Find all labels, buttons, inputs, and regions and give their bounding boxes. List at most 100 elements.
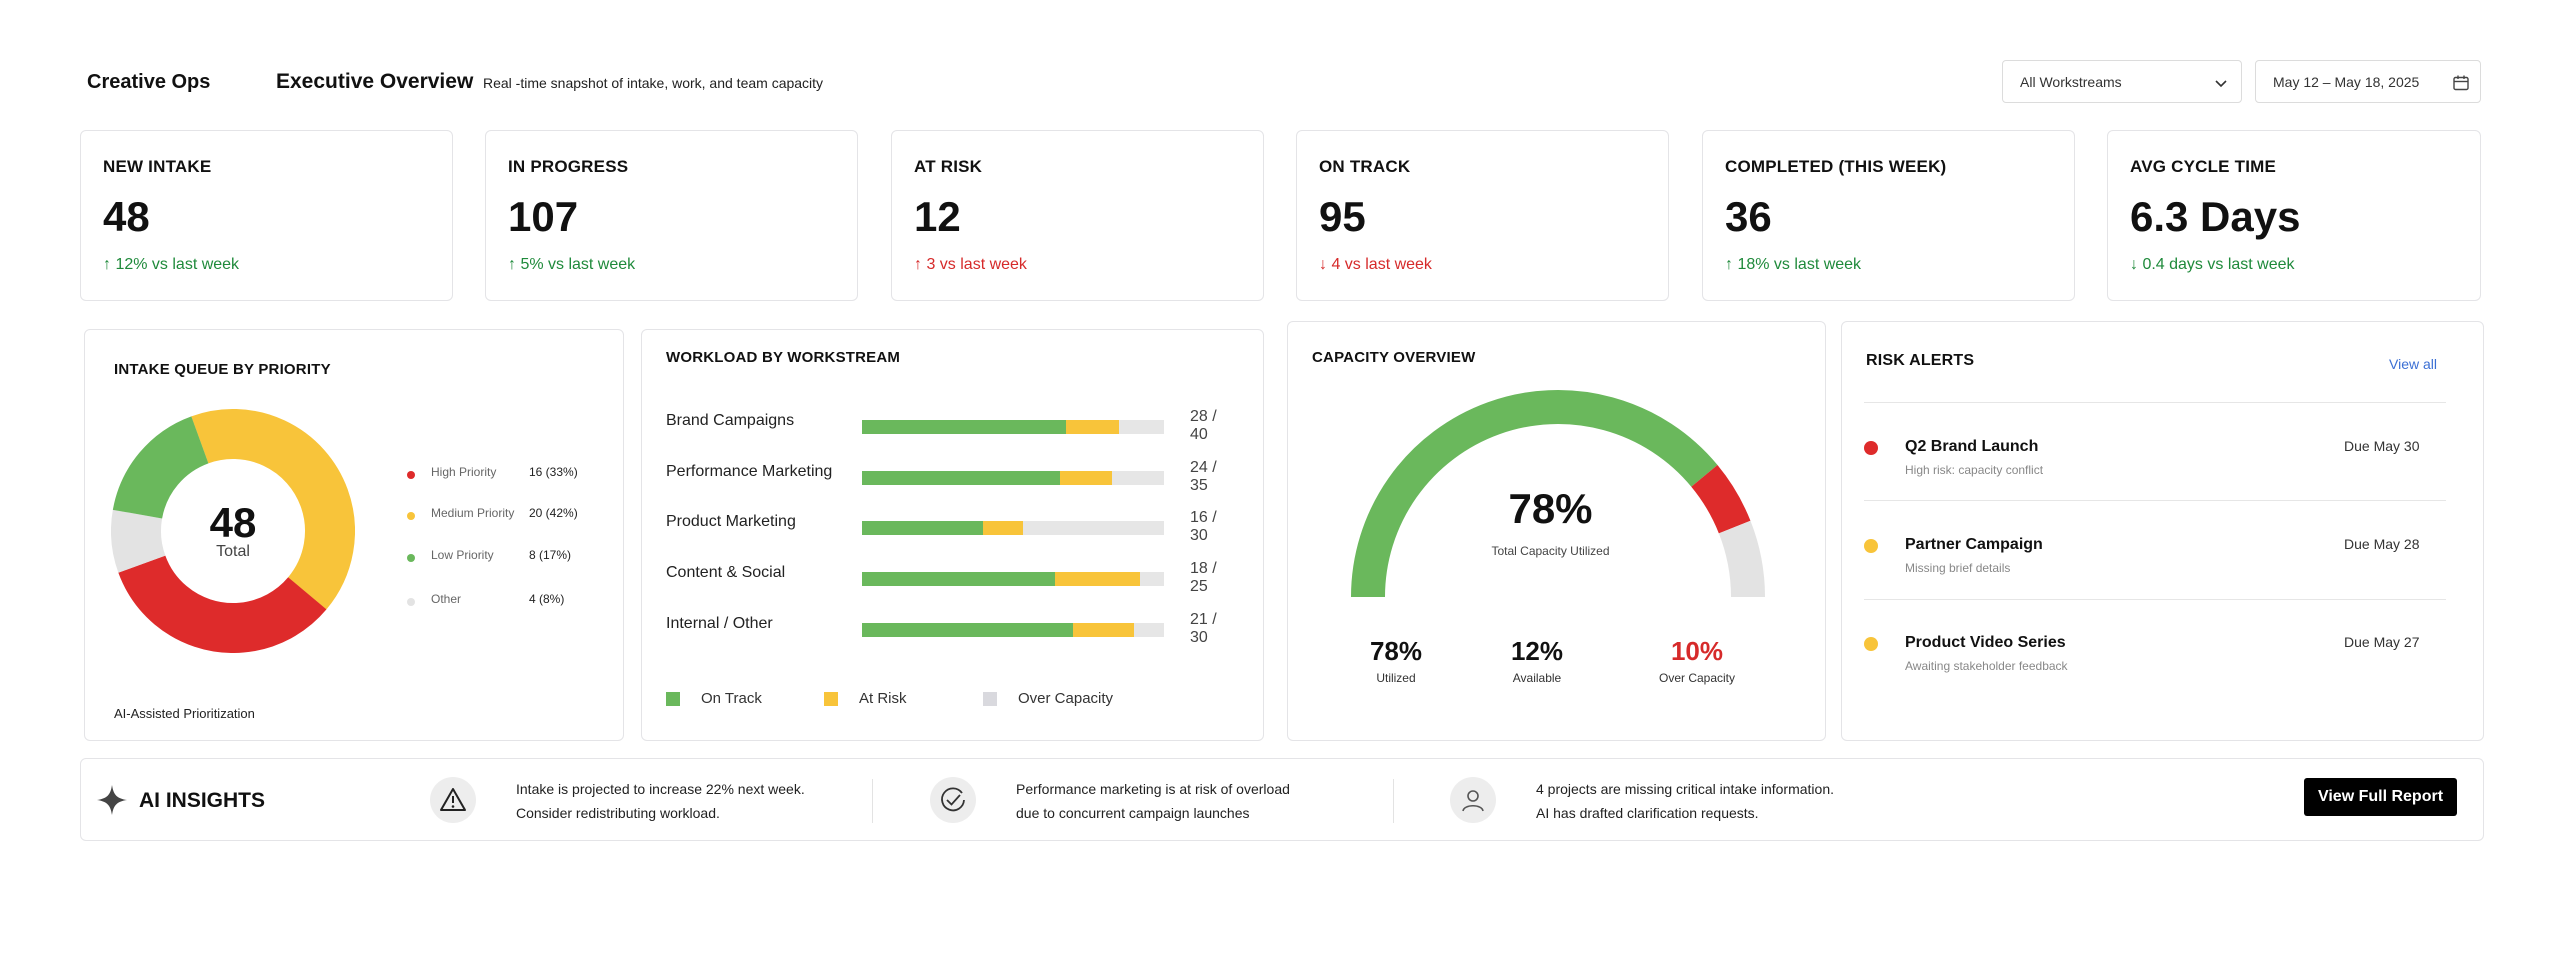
kpi-delta: ↑ 3 vs last week bbox=[914, 256, 1027, 273]
legend-over-capacity: Over Capacity bbox=[983, 690, 1143, 710]
sparkle-icon bbox=[97, 785, 127, 815]
divider bbox=[872, 779, 873, 823]
workload-row-count: 16 / 30 bbox=[1190, 509, 1217, 544]
kpi-card-avg-cycle-time[interactable]: AVG CYCLE TIME 6.3 Days ↓ 0.4 days vs la… bbox=[2107, 130, 2481, 301]
yellow-swatch-icon bbox=[824, 692, 838, 706]
workload-row: Brand Campaigns 28 / 40 bbox=[666, 408, 1236, 443]
workload-title: WORKLOAD BY WORKSTREAM bbox=[666, 349, 901, 366]
workload-row-label: Performance Marketing bbox=[666, 463, 833, 480]
divider bbox=[1864, 500, 2446, 501]
workload-row: Internal / Other 21 / 30 bbox=[666, 611, 1236, 646]
green-dot-icon bbox=[407, 554, 415, 562]
workload-bar-at-risk bbox=[982, 521, 1024, 535]
donut-slice-low-priority bbox=[111, 409, 355, 653]
intake-donut-chart bbox=[111, 409, 355, 653]
stat-label: Available bbox=[1512, 671, 1562, 685]
kpi-value: 48 bbox=[103, 193, 150, 240]
intake-queue-card: INTAKE QUEUE BY PRIORITY 48 Total High P… bbox=[84, 329, 624, 741]
kpi-delta: ↓ 0.4 days vs last week bbox=[2130, 256, 2295, 273]
yellow-dot-icon bbox=[407, 512, 415, 520]
kpi-title: AT RISK bbox=[914, 157, 983, 176]
ai-insight-text: Intake is projected to increase 22% next… bbox=[516, 777, 856, 825]
divider bbox=[1864, 402, 2446, 403]
workload-row-count: 24 / 35 bbox=[1190, 459, 1217, 494]
check-circle-icon bbox=[930, 777, 976, 823]
workload-row-count: 21 / 30 bbox=[1190, 611, 1217, 646]
kpi-delta: ↓ 4 vs last week bbox=[1319, 256, 1432, 273]
legend-value: 4 (8%) bbox=[529, 592, 565, 606]
legend-value: 20 (42%) bbox=[529, 506, 578, 520]
yellow-dot-icon bbox=[1864, 539, 1878, 553]
kpi-delta: ↑ 18% vs last week bbox=[1725, 256, 1862, 273]
calendar-icon bbox=[2453, 75, 2469, 91]
stat-value: 12% bbox=[1510, 636, 1564, 666]
kpi-card-at-risk[interactable]: AT RISK 12 ↑ 3 vs last week bbox=[891, 130, 1264, 301]
ai-insight-line: due to concurrent campaign launches bbox=[1016, 805, 1250, 821]
risk-alert-due: Due May 30 bbox=[2344, 438, 2420, 454]
risk-alert-name: Q2 Brand Launch bbox=[1905, 438, 2039, 455]
donut-slice-high-priority bbox=[111, 409, 355, 653]
page-title: Executive Overview bbox=[276, 70, 474, 93]
kpi-delta: ↑ 5% vs last week bbox=[508, 256, 636, 273]
workload-row-label: Product Marketing bbox=[666, 513, 796, 530]
risk-alert-item[interactable]: Product Video Series Awaiting stakeholde… bbox=[1864, 624, 2444, 714]
risk-alert-detail: Missing brief details bbox=[1905, 561, 2011, 575]
kpi-card-new-intake[interactable]: NEW INTAKE 48 ↑ 12% vs last week bbox=[80, 130, 453, 301]
workstream-select-value: All Workstreams bbox=[2020, 74, 2122, 90]
ai-insight-line: Consider redistributing workload. bbox=[516, 805, 720, 821]
green-swatch-icon bbox=[666, 692, 680, 706]
date-range-picker[interactable]: May 12 – May 18, 2025 bbox=[2255, 60, 2481, 103]
gauge-value: 78% bbox=[1508, 485, 1593, 532]
workload-bar-on-track bbox=[862, 521, 983, 535]
legend-label: Medium Priority bbox=[431, 506, 515, 520]
kpi-title: IN PROGRESS bbox=[508, 157, 629, 176]
gauge-label: Total Capacity Utilized bbox=[1491, 544, 1610, 558]
kpi-title: ON TRACK bbox=[1319, 157, 1411, 176]
workstream-select[interactable]: All Workstreams bbox=[2002, 60, 2242, 103]
workload-row-label: Content & Social bbox=[666, 564, 786, 581]
gauge-arc-utilized bbox=[1351, 390, 1718, 598]
ai-insight-item: 4 projects are missing critical intake i… bbox=[1450, 773, 1910, 833]
view-full-report-button[interactable]: View Full Report bbox=[2304, 778, 2457, 816]
kpi-card-in-progress[interactable]: IN PROGRESS 107 ↑ 5% vs last week bbox=[485, 130, 858, 301]
risk-alert-item[interactable]: Q2 Brand Launch High risk: capacity conf… bbox=[1864, 428, 2444, 518]
risk-alert-item[interactable]: Partner Campaign Missing brief details D… bbox=[1864, 526, 2444, 616]
ai-insight-text: Performance marketing is at risk of over… bbox=[1016, 777, 1356, 825]
red-dot-icon bbox=[407, 471, 415, 479]
ai-insights-title: AI INSIGHTS bbox=[139, 789, 266, 812]
workload-bar-on-track bbox=[862, 471, 1061, 485]
stat-over-capacity: 10% Over Capacity bbox=[1627, 636, 1767, 685]
stat-label: Utilized bbox=[1376, 671, 1416, 685]
risk-alert-name: Product Video Series bbox=[1905, 634, 2066, 651]
stat-utilized: 78% Utilized bbox=[1346, 636, 1446, 685]
legend-other: Other 4 (8%) bbox=[407, 592, 607, 612]
workload-bar-track bbox=[862, 420, 1164, 434]
ai-insight-line: Intake is projected to increase 22% next… bbox=[516, 781, 805, 797]
user-icon bbox=[1450, 777, 1496, 823]
kpi-value: 6.3 Days bbox=[2130, 193, 2301, 240]
kpi-card-on-track[interactable]: ON TRACK 95 ↓ 4 vs last week bbox=[1296, 130, 1669, 301]
workload-bar-on-track bbox=[862, 420, 1066, 434]
view-all-link[interactable]: View all bbox=[2389, 356, 2437, 372]
workload-bar-on-track bbox=[862, 623, 1074, 637]
gray-swatch-icon bbox=[983, 692, 997, 706]
chevron-down-icon bbox=[2215, 80, 2227, 88]
kpi-title: AVG CYCLE TIME bbox=[2130, 157, 2277, 176]
legend-label: On Track bbox=[701, 690, 762, 707]
legend-low-priority: Low Priority 8 (17%) bbox=[407, 548, 607, 568]
ai-insight-item: Intake is projected to increase 22% next… bbox=[430, 773, 850, 833]
workload-bar-track bbox=[862, 471, 1164, 485]
capacity-card: CAPACITY OVERVIEW 78% Total Capacity Uti… bbox=[1287, 321, 1826, 741]
workload-row: Content & Social 18 / 25 bbox=[666, 560, 1236, 595]
risk-alert-due: Due May 27 bbox=[2344, 634, 2420, 650]
intake-queue-title: INTAKE QUEUE BY PRIORITY bbox=[114, 361, 331, 378]
kpi-card-completed[interactable]: COMPLETED (THIS WEEK) 36 ↑ 18% vs last w… bbox=[1702, 130, 2075, 301]
workload-row: Product Marketing 16 / 30 bbox=[666, 509, 1236, 544]
legend-value: 8 (17%) bbox=[529, 548, 572, 562]
warning-icon bbox=[430, 777, 476, 823]
legend-label: Low Priority bbox=[431, 548, 494, 562]
ai-insights-bar: AI INSIGHTS Intake is projected to incre… bbox=[80, 758, 2484, 841]
risk-alert-detail: High risk: capacity conflict bbox=[1905, 463, 2044, 477]
ai-insight-line: 4 projects are missing critical intake i… bbox=[1536, 781, 1835, 797]
kpi-title: COMPLETED (THIS WEEK) bbox=[1725, 157, 1947, 176]
